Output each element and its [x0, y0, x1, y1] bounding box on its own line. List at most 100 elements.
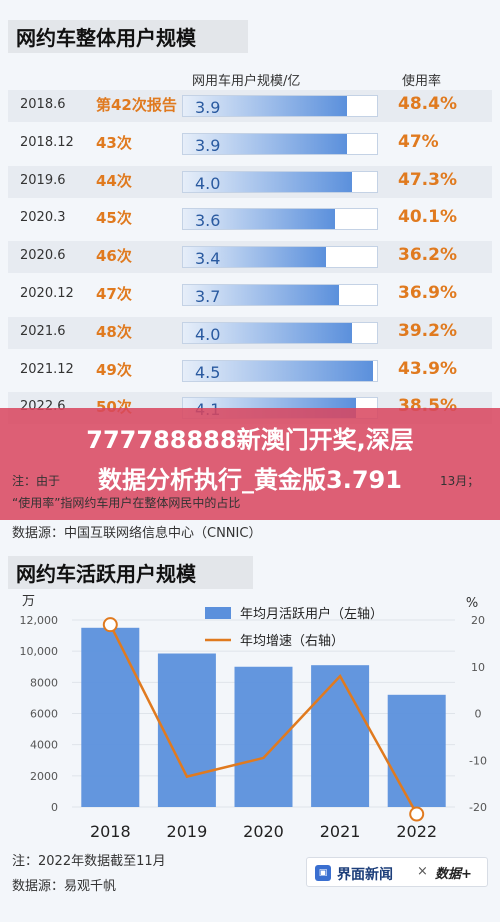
users-value: 3.9: [195, 98, 221, 117]
y-right-tick-label: 10: [471, 661, 485, 674]
users-value: 3.9: [195, 135, 221, 155]
row-date: 2020.3: [20, 210, 66, 226]
row-report-period: 48次: [96, 322, 132, 341]
row-usage-rate: 36.2%: [398, 245, 457, 266]
row-date: 2021.12: [20, 361, 74, 377]
row-date: 2019.6: [20, 172, 66, 188]
y-left-tick-label: 6000: [30, 708, 58, 721]
banner-line-2: 数据分析执行_黄金版3.791: [98, 466, 402, 494]
table-note-1: 注：由于: [12, 474, 61, 488]
row-date: 2018.12: [20, 134, 74, 150]
row-usage-rate: 48.4%: [398, 94, 457, 114]
row-report-period: 45次: [96, 209, 132, 228]
chart-title: 网约车活跃用户规模: [8, 556, 253, 589]
users-bar-track: 4.0: [182, 321, 378, 344]
bar-active-users: [387, 694, 446, 807]
row-usage-rate: 39.2%: [398, 320, 457, 341]
row-usage-rate: 43.9%: [398, 358, 457, 379]
users-bar: [183, 96, 348, 116]
row-report-period: 44次: [96, 171, 132, 190]
users-bar: [183, 360, 373, 381]
y-left-tick-label: 0: [51, 801, 58, 814]
y-left-tick-label: 10,000: [20, 645, 59, 658]
y-left-tick-label: 12,000: [20, 614, 59, 627]
row-date: 2020.6: [20, 248, 66, 264]
x-tick-label: 2022: [396, 822, 437, 841]
table-row: 2019.6 44次 4.0 47.3%: [8, 165, 492, 198]
users-value: 3.6: [195, 211, 221, 231]
users-value: 3.4: [195, 249, 221, 269]
users-bar-track: 3.4: [182, 246, 378, 269]
users-bar-track: 3.7: [182, 284, 378, 306]
footer-source: 数据源：易观千帆: [12, 879, 117, 894]
x-tick-label: 2019: [167, 822, 208, 841]
row-report-period: 第42次报告: [96, 96, 177, 114]
legend-bar-label: 年均月活跃用户（左轴）: [240, 606, 383, 622]
growth-line: [109, 624, 418, 815]
row-report-period: 43次: [96, 133, 132, 152]
growth-point-marker: [102, 617, 118, 633]
jiemian-logo: ▣ 界面新闻 × 数据+: [306, 857, 488, 887]
row-date: 2018.6: [20, 97, 66, 112]
y-right-tick-label: -10: [469, 754, 487, 767]
y-left-tick-label: 4000: [30, 739, 58, 752]
y-right-tick-label: 20: [471, 614, 485, 627]
table-note-3: “使用率”指网约车用户在整体网民中的占比: [12, 496, 241, 510]
table-row: 2020.12 47次 3.7 36.9%: [8, 279, 492, 311]
y-right-unit: %: [466, 596, 478, 611]
table-row: 2021.12 49次 4.5 43.9%: [8, 355, 492, 387]
banner-line-1: 777788888新澳门开奖,深层: [86, 426, 414, 454]
x-tick-label: 2021: [320, 822, 361, 841]
table-row: 2020.6 46次 3.4 36.2%: [8, 241, 492, 274]
row-date: 2021.6: [20, 323, 66, 339]
y-right-tick-label: -20: [469, 801, 487, 814]
row-usage-rate: 47.3%: [398, 169, 457, 190]
legend-bar-swatch: [205, 607, 231, 619]
table-note-2: 13月；: [440, 474, 480, 488]
users-value: 4.5: [195, 362, 221, 382]
growth-point-marker: [409, 806, 425, 822]
row-date: 2020.12: [20, 286, 74, 301]
y-left-unit: 万: [22, 594, 35, 609]
row-report-period: 46次: [96, 247, 132, 266]
table-row: 2018.6 第42次报告 3.9 48.4%: [8, 90, 492, 122]
y-left-tick-label: 2000: [30, 770, 58, 783]
row-usage-rate: 47%: [398, 131, 439, 152]
table-source: 数据源：中国互联网络信息中心（CNNIC）: [12, 526, 262, 541]
footer-note: 注：2022年数据截至11月: [12, 854, 166, 869]
legend-line-label: 年均增速（右轴）: [240, 634, 344, 649]
users-bar-track: 3.6: [182, 208, 378, 231]
table-title: 网约车整体用户规模: [8, 20, 248, 53]
logo-brand: 界面新闻: [337, 867, 393, 883]
x-tick-label: 2020: [243, 822, 284, 841]
y-left-tick-label: 8000: [30, 676, 58, 689]
y-right-tick-label: 0: [475, 708, 482, 721]
bar-active-users: [311, 665, 370, 807]
users-bar: [183, 209, 335, 230]
users-column-header: 网用车用户规模/亿: [192, 74, 301, 89]
table-row: 2021.6 48次 4.0 39.2%: [8, 316, 492, 349]
promo-banner: 777788888新澳门开奖,深层 数据分析执行_黄金版3.791: [0, 408, 500, 520]
users-bar: [183, 285, 340, 305]
x-tick-label: 2018: [90, 822, 131, 841]
users-value: 4.0: [195, 173, 221, 193]
row-usage-rate: 36.9%: [398, 283, 457, 303]
users-bar: [183, 133, 348, 154]
table-row: 2018.12 43次 3.9 47%: [8, 128, 492, 160]
users-bar-track: 4.0: [182, 170, 378, 193]
users-value: 4.0: [195, 324, 221, 344]
users-bar-track: 4.5: [182, 359, 378, 382]
row-usage-rate: 40.1%: [398, 207, 457, 228]
news-icon: ▣: [315, 865, 331, 881]
users-bar: [183, 247, 327, 268]
users-bar-track: 3.9: [182, 132, 378, 155]
row-report-period: 49次: [96, 360, 132, 379]
logo-cross: ×: [417, 864, 428, 879]
users-bar: [183, 322, 352, 343]
users-bar: [183, 171, 352, 192]
bar-active-users: [157, 653, 216, 807]
table-row: 2020.3 45次 3.6 40.1%: [8, 203, 492, 235]
active-users-chart: 12,000 10,000 8000 6000 4000 2000 0 20 10 0 -10 -20…: [20, 594, 487, 841]
bar-active-users: [81, 627, 140, 807]
logo-seal: 数据+: [435, 867, 472, 882]
